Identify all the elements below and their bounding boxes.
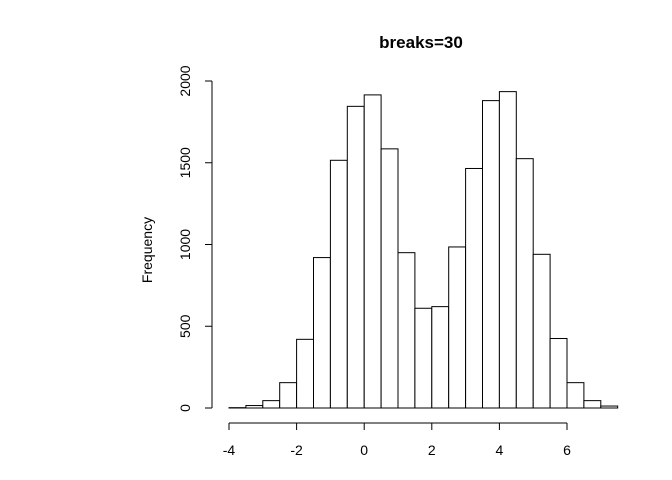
histogram-bar (448, 246, 467, 409)
histogram-bar (549, 338, 568, 409)
histogram-bar (313, 257, 331, 409)
histogram-bar (296, 338, 315, 409)
histogram-bar (380, 148, 399, 409)
x-tick-label: 4 (496, 442, 504, 458)
histogram-bar (262, 400, 281, 409)
histogram-bar (397, 252, 416, 409)
y-tick-label: 0 (177, 404, 193, 412)
histogram-bar (600, 405, 619, 409)
histogram-bar (431, 306, 450, 409)
y-tick-label: 2000 (177, 65, 193, 96)
x-tick-label: -2 (290, 442, 303, 458)
histogram-bar (532, 253, 551, 409)
bars-group (228, 91, 619, 409)
x-tick-label: 0 (360, 442, 368, 458)
x-tick-label: 6 (563, 442, 571, 458)
y-axis: 0 500 1000 1500 2000 (177, 65, 213, 412)
x-tick-label: -4 (223, 442, 236, 458)
histogram-bar (566, 382, 585, 409)
y-tick-label: 1500 (177, 147, 193, 178)
histogram-bar (583, 400, 602, 409)
histogram-bar (245, 405, 264, 409)
x-axis: -4 -2 0 2 4 6 (223, 422, 571, 458)
histogram-bar (482, 100, 500, 409)
histogram-bar (329, 159, 348, 409)
x-tick-label: 2 (428, 442, 436, 458)
histogram-bar (279, 382, 298, 409)
histogram-bar (465, 167, 484, 409)
y-tick-label: 1000 (177, 229, 193, 260)
histogram-bar (414, 307, 433, 409)
chart-title: breaks=30 (379, 33, 463, 52)
histogram-bar (498, 91, 517, 409)
y-tick-label: 500 (177, 314, 193, 338)
histogram-bar (363, 94, 382, 409)
histogram-bar (515, 158, 534, 409)
y-axis-label: Frequency (139, 217, 155, 283)
histogram-bar (346, 105, 365, 409)
